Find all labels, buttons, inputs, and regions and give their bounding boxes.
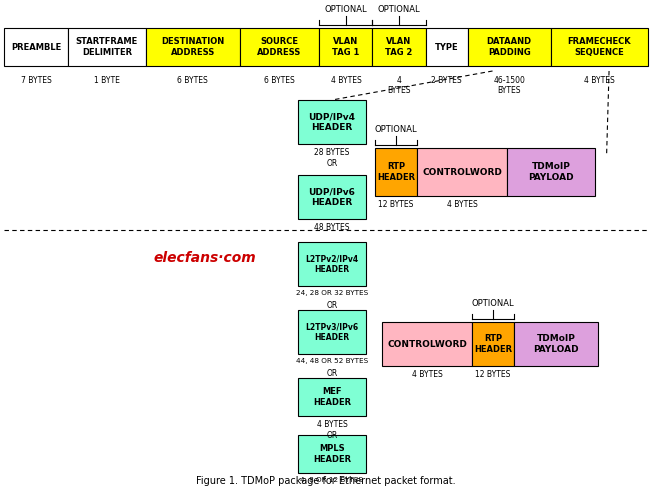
Text: FRAMECHECK
SEQUENCE: FRAMECHECK SEQUENCE (567, 38, 631, 57)
Text: TDMoIP
PAYLOAD: TDMoIP PAYLOAD (533, 334, 579, 354)
Text: 4 BYTES: 4 BYTES (447, 200, 477, 209)
Text: CONTROLWORD: CONTROLWORD (387, 339, 467, 348)
Text: 4 BYTES: 4 BYTES (331, 76, 361, 85)
Bar (298, 378, 366, 416)
Text: elecfans·com: elecfans·com (154, 251, 256, 265)
Text: 7 BYTES: 7 BYTES (21, 76, 52, 85)
Bar (507, 148, 595, 196)
Text: OR: OR (327, 369, 338, 378)
Text: OR: OR (327, 301, 338, 310)
Text: PREAMBLE: PREAMBLE (11, 42, 61, 51)
Bar (514, 322, 598, 366)
Text: L2TPv2/IPv4
HEADER: L2TPv2/IPv4 HEADER (305, 254, 359, 274)
Text: Figure 1. TDMoP package for Ethernet packet format.: Figure 1. TDMoP package for Ethernet pac… (196, 476, 456, 486)
Text: OPTIONAL: OPTIONAL (375, 125, 417, 134)
Bar (417, 148, 507, 196)
Text: 12 BYTES: 12 BYTES (475, 370, 511, 379)
Text: 46-1500
BYTES: 46-1500 BYTES (493, 76, 525, 95)
Bar (298, 100, 366, 144)
Text: OPTIONAL: OPTIONAL (378, 5, 421, 14)
Bar (426, 28, 467, 66)
Bar (382, 322, 472, 366)
Text: OPTIONAL: OPTIONAL (471, 299, 514, 308)
Text: 4 BYTES: 4 BYTES (317, 420, 348, 429)
Bar (319, 28, 372, 66)
Text: 48 BYTES: 48 BYTES (314, 223, 349, 232)
Bar (240, 28, 319, 66)
Text: L2TPv3/IPv6
HEADER: L2TPv3/IPv6 HEADER (305, 322, 359, 342)
Bar (298, 175, 366, 219)
Text: 2 BYTES: 2 BYTES (432, 76, 462, 85)
Text: OR: OR (327, 431, 338, 440)
Bar (298, 435, 366, 473)
Text: STARTFRAME
DELIMITER: STARTFRAME DELIMITER (76, 38, 138, 57)
Text: TDMoIP
PAYLOAD: TDMoIP PAYLOAD (528, 163, 574, 182)
Text: MPLS
HEADER: MPLS HEADER (313, 444, 351, 464)
Text: 4, 8 OR 12 BYTES: 4, 8 OR 12 BYTES (301, 477, 364, 483)
Bar (145, 28, 240, 66)
Text: OPTIONAL: OPTIONAL (325, 5, 367, 14)
Bar (298, 242, 366, 286)
Text: 28 BYTES: 28 BYTES (314, 148, 349, 157)
Text: RTP
HEADER: RTP HEADER (377, 163, 415, 182)
Bar (68, 28, 145, 66)
Bar (375, 148, 417, 196)
Bar (298, 310, 366, 354)
Text: DATAAND
PADDING: DATAAND PADDING (486, 38, 531, 57)
Text: 24, 28 OR 32 BYTES: 24, 28 OR 32 BYTES (296, 290, 368, 296)
Text: TYPE: TYPE (435, 42, 458, 51)
Text: 6 BYTES: 6 BYTES (177, 76, 208, 85)
Text: UDP/IPv6
HEADER: UDP/IPv6 HEADER (308, 187, 355, 206)
Text: 4 BYTES: 4 BYTES (411, 370, 442, 379)
Text: 44, 48 OR 52 BYTES: 44, 48 OR 52 BYTES (296, 358, 368, 364)
Bar (372, 28, 426, 66)
Text: 1 BYTE: 1 BYTE (94, 76, 120, 85)
Text: SOURCE
ADDRESS: SOURCE ADDRESS (258, 38, 302, 57)
Text: 12 BYTES: 12 BYTES (378, 200, 413, 209)
Text: MEF
HEADER: MEF HEADER (313, 387, 351, 407)
Bar (551, 28, 648, 66)
Text: 4 BYTES: 4 BYTES (584, 76, 615, 85)
Text: 4
BYTES: 4 BYTES (387, 76, 411, 95)
Text: VLAN
TAG 2: VLAN TAG 2 (385, 38, 413, 57)
Bar (472, 322, 514, 366)
Text: RTP
HEADER: RTP HEADER (474, 334, 512, 354)
Text: 6 BYTES: 6 BYTES (264, 76, 295, 85)
Bar (467, 28, 551, 66)
Text: CONTROLWORD: CONTROLWORD (422, 167, 502, 176)
Text: OR: OR (327, 159, 338, 168)
Bar (4, 28, 68, 66)
Text: DESTINATION
ADDRESS: DESTINATION ADDRESS (161, 38, 224, 57)
Text: UDP/IPv4
HEADER: UDP/IPv4 HEADER (308, 112, 355, 132)
Text: VLAN
TAG 1: VLAN TAG 1 (333, 38, 360, 57)
